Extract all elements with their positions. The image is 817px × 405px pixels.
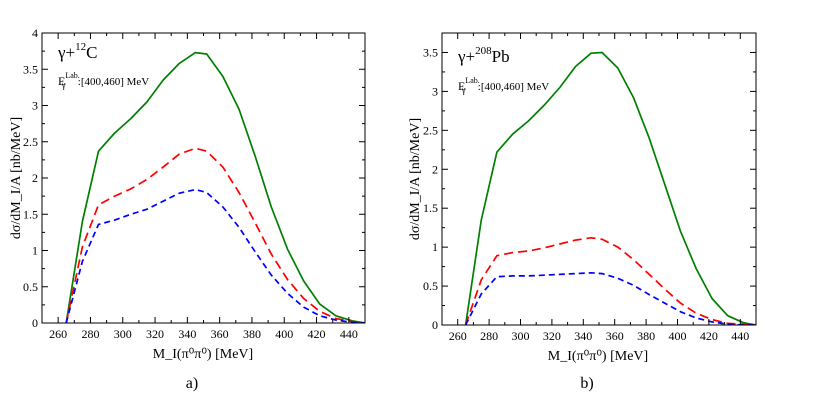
series-line-solid [464, 51, 756, 325]
x-tick-label: 440 [731, 329, 749, 343]
x-tick-label: 360 [606, 329, 624, 343]
y-axis-label: dσ/dM_I/A [nb/MeV] [9, 117, 24, 239]
y-tick-label: 0.5 [23, 280, 38, 294]
panel-caption: b) [580, 375, 593, 392]
plot-frame [441, 32, 757, 326]
series-line-short [65, 188, 365, 323]
reaction-title: γ+12C [57, 41, 97, 62]
x-tick-label: 340 [574, 329, 592, 343]
x-tick-label: 380 [637, 329, 655, 343]
y-tick-label: 2.5 [23, 135, 38, 149]
x-tick-label: 260 [449, 329, 467, 343]
y-tick-label: 3 [32, 99, 38, 113]
energy-range-label: ELab. γ:[400,460] MeV [458, 76, 549, 95]
x-tick-label: 300 [114, 327, 132, 341]
series-line-solid [65, 51, 365, 323]
x-tick-label: 300 [512, 329, 530, 343]
y-tick-label: 1.5 [23, 207, 38, 221]
y-tick-label: 2 [432, 162, 438, 176]
chart-panel-a: 260 280 300 320 340 360 380 400 420 440 0 0.5 1 1.5 2 2… [9, 26, 366, 392]
y-tick-label: 0 [432, 318, 438, 332]
x-tick-label: 280 [480, 329, 498, 343]
x-tick-label: 320 [146, 327, 164, 341]
x-tick-label: 440 [340, 327, 358, 341]
x-axis-label: M_I(π⁰π⁰) [MeV] [153, 347, 253, 362]
energy-range-label: ELab. γ:[400,460] MeV [58, 71, 149, 90]
series-line-long [464, 236, 756, 325]
series-line-long [65, 147, 365, 323]
x-tick-label: 260 [49, 327, 67, 341]
y-tick-label: 4 [32, 26, 38, 40]
x-tick-label: 420 [700, 329, 718, 343]
y-tick-label: 2.5 [423, 123, 438, 137]
y-tick-label: 1 [432, 240, 438, 254]
y-tick-label: 1.5 [423, 201, 438, 215]
x-tick-label: 340 [178, 327, 196, 341]
y-tick-label: 3 [432, 84, 438, 98]
panel-caption: a) [186, 375, 198, 392]
y-tick-label: 2 [32, 171, 38, 185]
x-tick-label: 400 [669, 329, 687, 343]
y-tick-label: 1 [32, 244, 38, 258]
chart-panel-b: 260 280 300 320 340 360 380 400 420 440 0 0.5 1 1.5 2 2… [408, 32, 757, 392]
y-tick-label: 3.5 [423, 45, 438, 59]
x-tick-label: 380 [243, 327, 261, 341]
x-tick-label: 360 [211, 327, 229, 341]
x-tick-label: 320 [543, 329, 561, 343]
x-tick-label: 420 [308, 327, 326, 341]
y-axis-label: dσ/dM_I/A [nb/MeV] [408, 118, 423, 240]
reaction-title: γ+208Pb [457, 45, 510, 66]
x-axis-label: M_I(π⁰π⁰) [MeV] [548, 349, 648, 364]
x-tick-label: 280 [81, 327, 99, 341]
x-tick-label: 400 [275, 327, 293, 341]
y-tick-label: 0 [32, 316, 38, 330]
y-tick-label: 0.5 [423, 279, 438, 293]
y-tick-label: 3.5 [23, 62, 38, 76]
